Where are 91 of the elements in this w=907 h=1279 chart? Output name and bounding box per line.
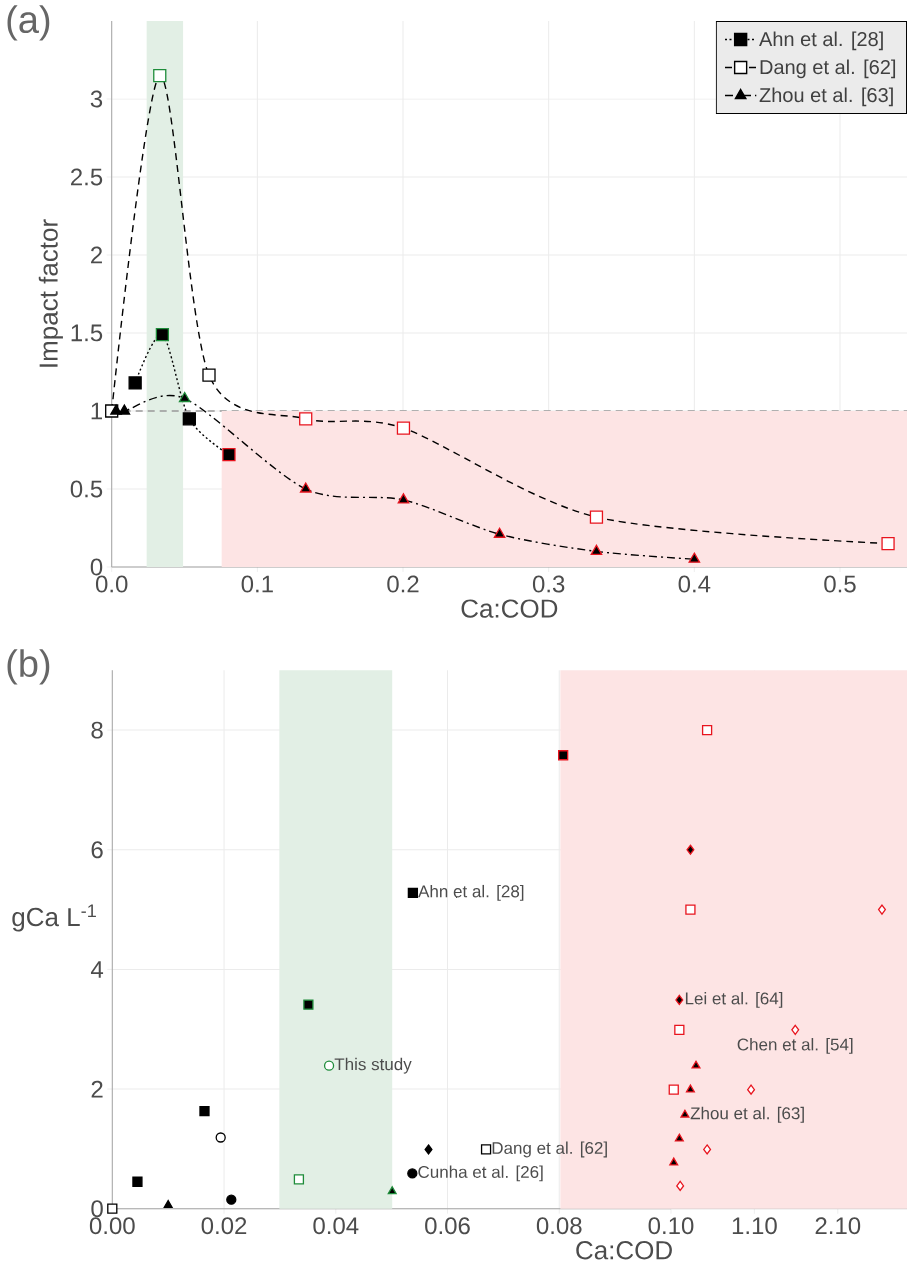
x-tick-label: 0.0 <box>95 575 128 593</box>
x-tick-label: 0.08 <box>536 1217 582 1235</box>
point <box>199 1106 210 1117</box>
x-tick-label: 0.04 <box>313 1217 359 1235</box>
y-tick-label: 2 <box>91 246 102 264</box>
x-tick-label: 0.1 <box>241 575 273 593</box>
point <box>480 1144 492 1155</box>
point <box>396 421 411 435</box>
point <box>163 1199 173 1208</box>
point <box>299 482 312 493</box>
point <box>293 1174 305 1185</box>
point <box>676 1180 685 1192</box>
y-axis-title: Impact factor <box>38 219 63 367</box>
y-axis-title: gCa L$^{-1}$ <box>12 904 96 932</box>
point <box>424 1144 433 1155</box>
point <box>202 368 216 382</box>
x-tick-label: 0.2 <box>387 575 419 593</box>
y-tick-label: 2.5 <box>71 168 103 186</box>
point <box>407 887 419 898</box>
y-tick-label: 1 <box>91 402 102 420</box>
point <box>674 1133 684 1142</box>
point <box>107 1203 118 1214</box>
x-axis-title: Ca:COD <box>576 1241 672 1260</box>
annotation: Zhou et al. [63] <box>690 1106 804 1123</box>
x-tick-label: 0.06 <box>425 1217 470 1235</box>
point <box>110 404 122 415</box>
annotation: Cunha et al. [26] <box>418 1165 543 1182</box>
point <box>674 1024 685 1035</box>
y-tick-label: 0 <box>90 558 103 576</box>
point <box>685 904 696 915</box>
y-tick-label: 0 <box>91 1200 103 1218</box>
point <box>669 1157 679 1166</box>
point <box>703 1144 712 1155</box>
x-tick-label: 0.00 <box>89 1217 135 1235</box>
point <box>493 527 506 538</box>
x-tick-label: 0.10 <box>648 1217 694 1235</box>
point <box>407 1168 418 1179</box>
point <box>153 68 167 83</box>
point <box>222 448 236 462</box>
x-tick-label: 0.4 <box>678 575 711 593</box>
x-tick-label: 1.10 <box>732 1217 777 1235</box>
x-tick-label: 0.02 <box>201 1217 247 1235</box>
chart-title: (a) <box>7 5 50 41</box>
y-tick-label: 1.5 <box>71 324 103 342</box>
legend-label: Zhou et al. [63] <box>759 87 893 107</box>
x-tick-label: 0.3 <box>532 575 565 593</box>
y-tick-label: 8 <box>91 721 103 739</box>
annotation: Lei et al. [64] <box>685 991 783 1008</box>
point <box>387 1186 397 1195</box>
point <box>675 994 684 1006</box>
point <box>747 1084 756 1095</box>
annotation: Dang et al. [62] <box>492 1141 607 1158</box>
point <box>686 844 695 855</box>
point <box>685 1084 695 1093</box>
point <box>215 1132 226 1143</box>
point <box>182 412 196 426</box>
y-tick-label: 4 <box>90 961 104 978</box>
x-tick-label: 0.5 <box>824 575 856 593</box>
x-tick-label: 2.10 <box>815 1217 861 1235</box>
point <box>132 1176 143 1187</box>
chart-title: (b) <box>7 649 50 685</box>
point <box>590 544 603 556</box>
legend-label: Dang et al. [62] <box>760 59 896 79</box>
y-tick-label: 0.5 <box>70 480 103 498</box>
legend-label: Ahn et al. [28] <box>759 31 883 51</box>
point <box>128 376 142 390</box>
point <box>791 1024 800 1035</box>
point <box>323 1060 335 1071</box>
y-tick-label: 3 <box>90 90 103 108</box>
point <box>178 391 191 403</box>
point <box>701 724 713 736</box>
annotation: This study <box>334 1057 412 1074</box>
point <box>688 552 701 563</box>
point <box>680 1109 690 1118</box>
point <box>668 1084 679 1095</box>
y-tick-label: 2 <box>91 1080 103 1098</box>
point <box>299 412 313 426</box>
annotation: Chen et al. [54] <box>737 1038 853 1054</box>
point <box>303 999 314 1010</box>
point <box>155 327 170 342</box>
point <box>397 493 410 504</box>
x-axis-title: Ca:COD <box>461 599 558 618</box>
point <box>558 750 569 761</box>
point <box>877 904 887 915</box>
point <box>691 1060 701 1069</box>
y-tick-label: 6 <box>91 841 103 859</box>
annotation: Ahn et al. [28] <box>418 884 524 901</box>
point <box>881 536 895 551</box>
point <box>589 510 604 524</box>
point <box>226 1194 237 1205</box>
point <box>118 404 131 415</box>
